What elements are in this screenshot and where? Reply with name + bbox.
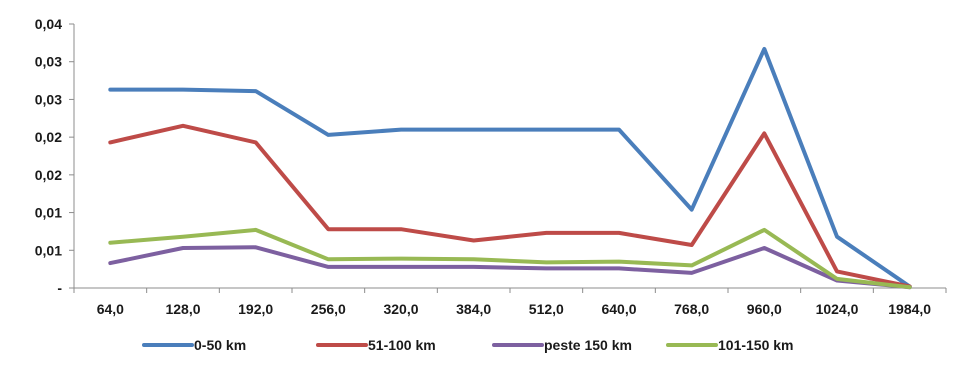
x-tick-label: 256,0 [311,301,346,317]
y-tick-label: 0,02 [35,167,62,183]
legend-label: 0-50 km [194,337,246,353]
x-tick-label: 512,0 [529,301,564,317]
x-axis: 64,0 128,0 192,0 256,0 320,0 384,0 512,0 640,0 7… [74,288,946,317]
legend-label: 51-100 km [368,337,436,353]
y-axis: - 0,01 0,01 0,02 0,02 0,03 0,03 0,04 [35,16,74,296]
legend-label: 101-150 km [718,337,794,353]
y-tick-label: 0,01 [35,205,62,221]
series-line-3 [110,247,909,287]
series-line-1 [110,49,909,287]
legend: 0-50 km 51-100 km peste 150 km 101-150 km [144,337,794,353]
x-tick-label: 640,0 [601,301,636,317]
x-tick-label: 1024,0 [816,301,859,317]
x-tick-label: 960,0 [747,301,782,317]
series-layer [110,49,909,287]
x-tick-label: 384,0 [456,301,491,317]
y-tick-label: 0,03 [35,54,62,70]
y-tick-label: 0,02 [35,129,62,145]
x-tick-label: 1984,0 [888,301,931,317]
x-tick-label: 192,0 [238,301,273,317]
legend-label: peste 150 km [544,337,632,353]
x-tick-label: 320,0 [383,301,418,317]
x-tick-label: 128,0 [165,301,200,317]
y-tick-label: 0,04 [35,16,62,32]
y-tick-label: 0,01 [35,242,62,258]
y-tick-label: 0,03 [35,91,62,107]
y-tick-label: - [57,280,62,296]
x-tick-label: 64,0 [97,301,124,317]
x-tick-label: 768,0 [674,301,709,317]
